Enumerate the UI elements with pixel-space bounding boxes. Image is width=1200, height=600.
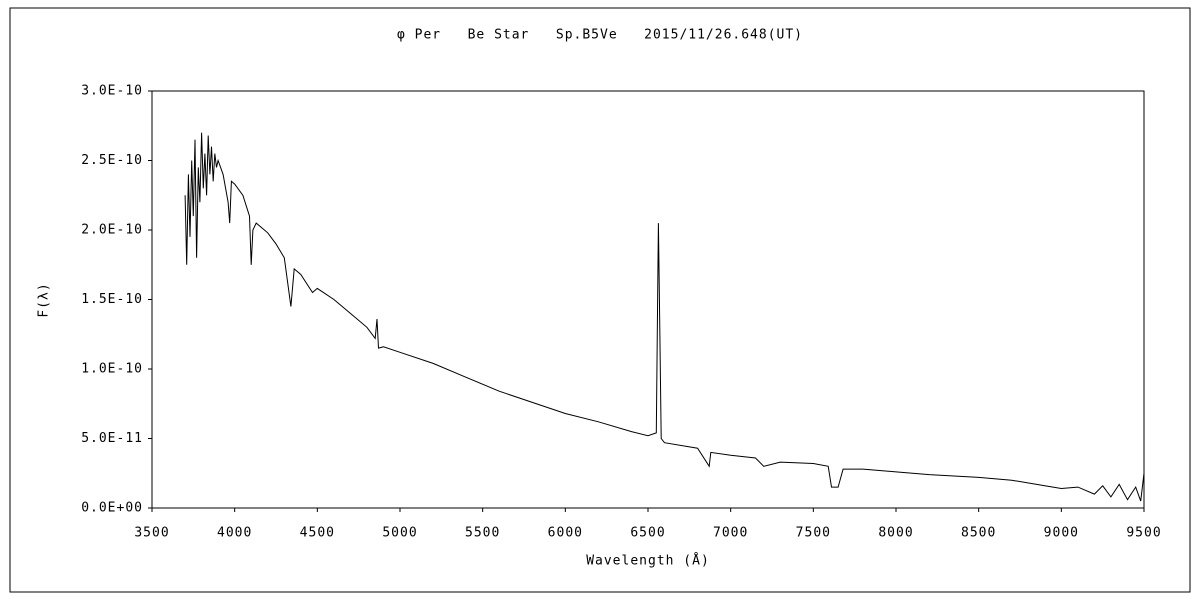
x-tick-label: 7500 [796,526,831,541]
spectrum-line [184,132,1145,502]
y-tick-label: 0.0E+00 [81,501,143,516]
x-tick-label: 8500 [961,526,996,541]
chart-frame [9,7,1191,593]
x-tick-label: 4000 [217,526,252,541]
x-tick-label: 6500 [630,526,665,541]
x-tick-label: 5000 [382,526,417,541]
x-axis-label: Wavelength (Å) [586,553,710,569]
y-tick-label: 1.0E-10 [81,362,143,377]
plot-frame [151,90,1145,509]
x-tick-label: 9500 [1126,526,1161,541]
x-tick-label: 5500 [465,526,500,541]
x-tick-label: 9000 [1044,526,1079,541]
x-tick-label: 3500 [134,526,169,541]
y-tick-label: 2.5E-10 [81,153,143,168]
x-tick-label: 8000 [878,526,913,541]
x-tick-label: 7000 [713,526,748,541]
chart-title: φ Per Be Star Sp.B5Ve 2015/11/26.648(UT) [397,28,803,43]
x-tick-label: 6000 [548,526,583,541]
y-tick-label: 3.0E-10 [81,84,143,99]
y-tick-label: 2.0E-10 [81,223,143,238]
y-tick-label: 5.0E-11 [81,431,143,446]
x-tick-label: 4500 [300,526,335,541]
y-tick-label: 1.5E-10 [81,292,143,307]
y-axis-label: F(λ) [37,282,52,317]
